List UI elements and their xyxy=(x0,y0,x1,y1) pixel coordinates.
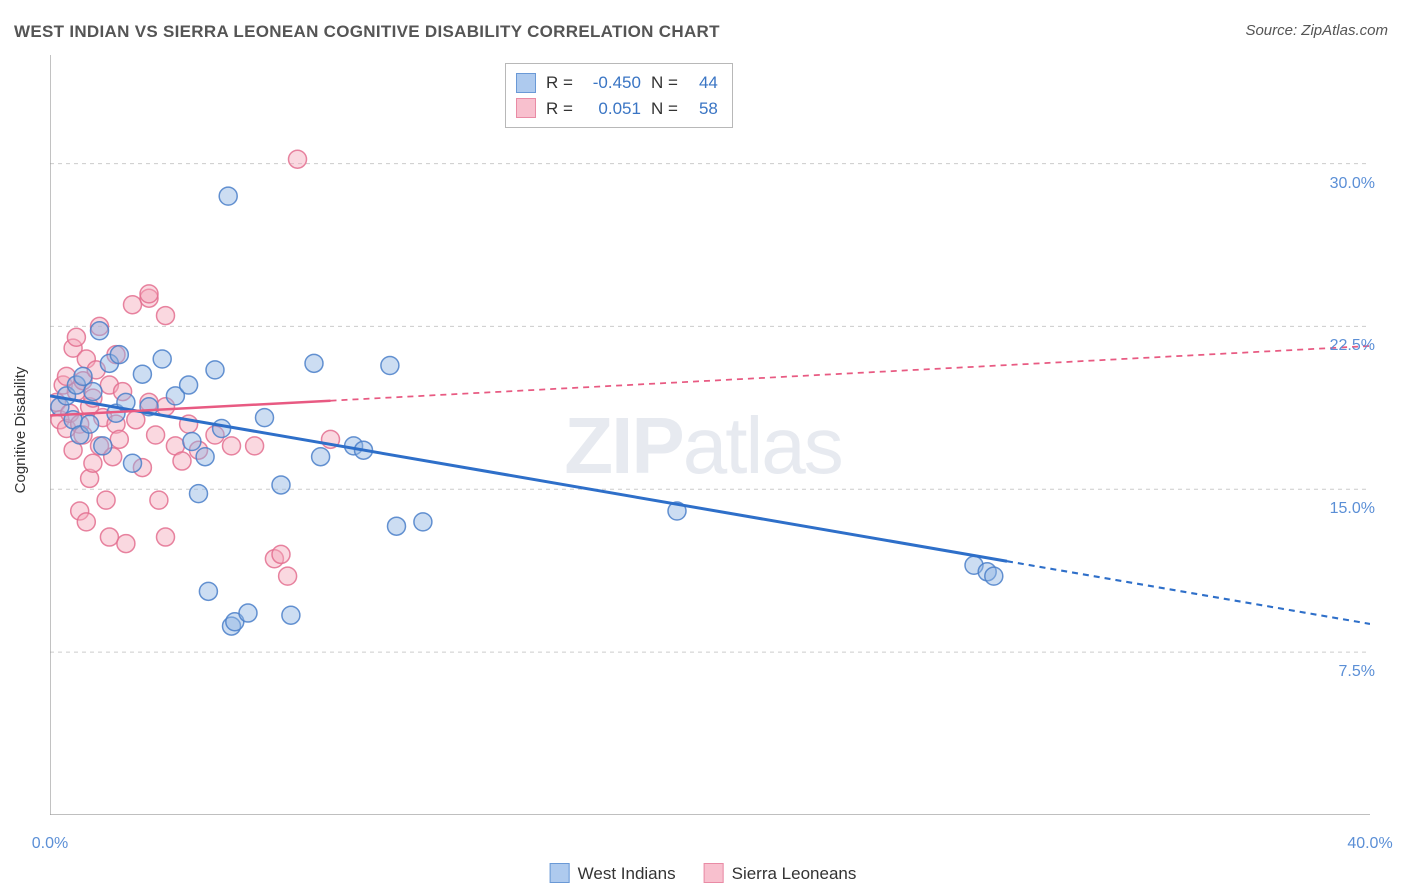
stat-row: R = 0.051 N = 58 xyxy=(516,96,718,122)
legend-item: Sierra Leoneans xyxy=(704,863,857,884)
legend-item: West Indians xyxy=(550,863,676,884)
n-label: N = xyxy=(651,70,678,96)
legend-label: Sierra Leoneans xyxy=(732,864,857,883)
y-tick-label: 7.5% xyxy=(1339,663,1375,681)
n-label: N = xyxy=(651,96,678,122)
y-axis-label: Cognitive Disability xyxy=(12,367,29,494)
series-swatch xyxy=(516,73,536,93)
chart-title: WEST INDIAN VS SIERRA LEONEAN COGNITIVE … xyxy=(14,22,720,42)
n-value: 44 xyxy=(688,70,718,96)
series-legend: West Indians Sierra Leoneans xyxy=(550,863,857,884)
stat-row: R = -0.450 N = 44 xyxy=(516,70,718,96)
y-tick-label: 30.0% xyxy=(1330,175,1375,193)
series-swatch xyxy=(516,98,536,118)
correlation-stats-box: R = -0.450 N = 44 R = 0.051 N = 58 xyxy=(505,63,733,128)
x-tick-label: 40.0% xyxy=(1347,835,1392,853)
r-value: -0.450 xyxy=(583,70,641,96)
legend-label: West Indians xyxy=(578,864,676,883)
n-value: 58 xyxy=(688,96,718,122)
chart-container: WEST INDIAN VS SIERRA LEONEAN COGNITIVE … xyxy=(0,0,1406,892)
legend-swatch xyxy=(704,863,724,883)
source-label: Source: ZipAtlas.com xyxy=(1245,22,1388,39)
legend-swatch xyxy=(550,863,570,883)
y-tick-label: 22.5% xyxy=(1330,337,1375,355)
r-label: R = xyxy=(546,96,573,122)
r-value: 0.051 xyxy=(583,96,641,122)
x-tick-label: 0.0% xyxy=(32,835,68,853)
scatter-plot xyxy=(50,55,1370,815)
r-label: R = xyxy=(546,70,573,96)
y-tick-label: 15.0% xyxy=(1330,500,1375,518)
